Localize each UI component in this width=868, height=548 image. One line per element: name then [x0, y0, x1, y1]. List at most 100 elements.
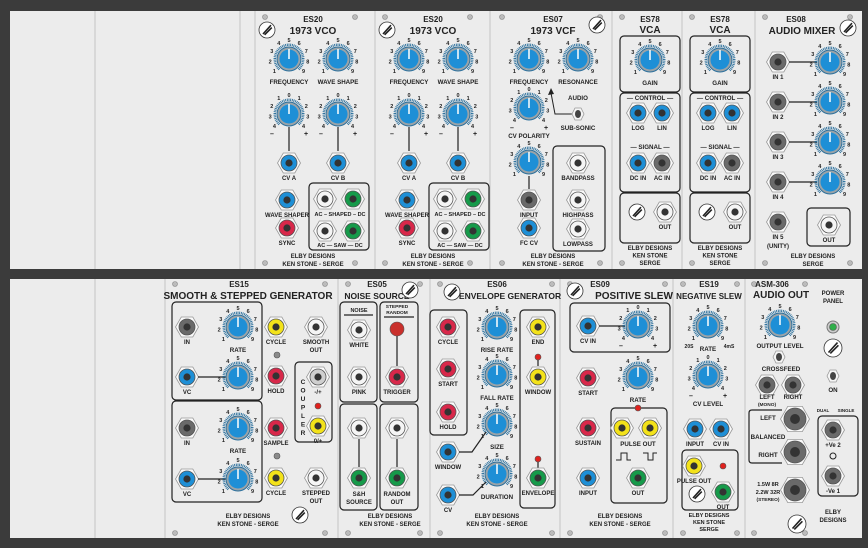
wave-shaper-jack[interactable]: WAVE SHAPER [265, 189, 310, 219]
mixer-in4-jack[interactable]: IN 4 [766, 171, 790, 201]
env-cycle-jack[interactable]: CYCLE [436, 316, 460, 346]
right-jack[interactable] [781, 374, 805, 396]
left-mono-jack[interactable] [755, 374, 779, 396]
cv-b-jack[interactable]: CV B [446, 152, 470, 182]
dc-in-jack[interactable]: DC IN [626, 152, 650, 182]
log-cv-jack[interactable]: LOG [696, 102, 720, 132]
ac-in-jack[interactable]: AC IN [720, 152, 744, 182]
shaped-dc-jack[interactable] [461, 188, 485, 210]
end-jack[interactable]: END [526, 316, 550, 346]
sync-jack[interactable]: SYNC [395, 217, 419, 247]
saw-ac-jack[interactable] [433, 220, 457, 242]
window-out-jack[interactable]: WINDOW [525, 366, 552, 396]
sustain-jack[interactable]: SUSTAIN [575, 417, 601, 447]
mixer-in5-jack[interactable]: IN 5 [766, 211, 790, 241]
shaped-ac-jack[interactable] [313, 188, 337, 210]
vca-out-jack[interactable]: OUT [723, 201, 747, 231]
bandpass-jack[interactable]: BANDPASS [561, 152, 595, 182]
neg-slew-out-jack[interactable]: OUT [711, 481, 735, 511]
window-cv-jack[interactable]: WINDOW [435, 441, 462, 471]
vca-out-jack[interactable]: OUT [653, 201, 677, 231]
coupler-bipolar-jack[interactable]: -/+ [306, 366, 330, 396]
balanced-right-xlr-jack[interactable] [780, 438, 810, 466]
smooth-vc-jack[interactable]: VC [175, 366, 199, 396]
dc-in-jack[interactable]: DC IN [696, 152, 720, 182]
random-out-jack[interactable] [385, 467, 409, 489]
smooth-out-jack[interactable] [304, 316, 328, 338]
fc-cv-jack[interactable]: FC CV [517, 217, 541, 247]
smooth-cycle-jack[interactable]: CYCLE [264, 316, 288, 346]
negative-supply-jack[interactable] [821, 465, 845, 487]
sh-source-out-jack[interactable] [347, 467, 371, 489]
ac-in-jack[interactable]: AC IN [650, 152, 674, 182]
power-on-switch[interactable] [826, 369, 840, 383]
filter-input-jack[interactable]: INPUT [517, 189, 541, 219]
pulse-out-negative-jack[interactable] [638, 417, 662, 439]
cv-a-jack[interactable]: CV A [397, 152, 421, 182]
trigger-jack[interactable]: TRIGGER [383, 366, 411, 396]
env-hold-jack[interactable]: HOLD [436, 401, 460, 431]
neg-slew-pulse-out-jack[interactable]: PULSE OUT [677, 455, 712, 485]
stepped-out-jack[interactable] [304, 467, 328, 489]
neg-slew-input-jack[interactable]: INPUT [683, 418, 707, 448]
pos-slew-start-jack[interactable]: START [576, 367, 600, 397]
duration-cv-jack[interactable]: CV [436, 484, 460, 514]
wave-shaper-jack[interactable]: WAVE SHAPER [385, 189, 430, 219]
lin-cv-jack[interactable]: LIN [720, 102, 744, 132]
pos-slew-cv-in-jack[interactable]: CV IN [576, 315, 600, 345]
stepped-vc-jack[interactable]: VC [175, 468, 199, 498]
highpass-jack[interactable]: HIGHPASS [563, 189, 594, 219]
cv-a-jack[interactable]: CV A [277, 152, 301, 182]
pink-noise-jack[interactable]: PINK [347, 366, 371, 396]
crossfeed-switch[interactable] [772, 350, 786, 364]
positive-supply-jack[interactable] [821, 419, 845, 441]
lin-cv-jack[interactable]: LIN [650, 102, 674, 132]
hold-jack[interactable]: HOLD [264, 365, 288, 395]
smooth-in-jack[interactable]: IN [175, 316, 199, 346]
white-noise-jack[interactable]: WHITE [347, 319, 371, 349]
neg-slew-cv-in-jack[interactable]: CV IN [709, 418, 733, 448]
stepped-in-jack[interactable]: IN [175, 417, 199, 447]
mixer-out-jack[interactable]: OUT [817, 214, 841, 244]
log-cv-jack[interactable]: LOG [626, 102, 650, 132]
mixer-in1-jack[interactable]: IN 1 [766, 51, 790, 81]
mixer-in3-jack[interactable]: IN 3 [766, 131, 790, 161]
stepped-cycle-jack[interactable]: CYCLE [264, 467, 288, 497]
coupler-unipolar-jack[interactable]: 0/+ [306, 415, 330, 445]
sample-jack[interactable]: SAMPLE [263, 417, 289, 447]
sync-jack[interactable]: SYNC [275, 217, 299, 247]
lowpass-jack[interactable]: LOWPASS [563, 218, 593, 248]
saw-dc-jack[interactable] [341, 220, 365, 242]
shaped-dc-jack[interactable] [341, 188, 365, 210]
audio-subsonic-switch[interactable] [571, 107, 585, 121]
pos-slew-input-jack[interactable]: INPUT [576, 467, 600, 497]
env-start-jack[interactable]: START [436, 358, 460, 388]
